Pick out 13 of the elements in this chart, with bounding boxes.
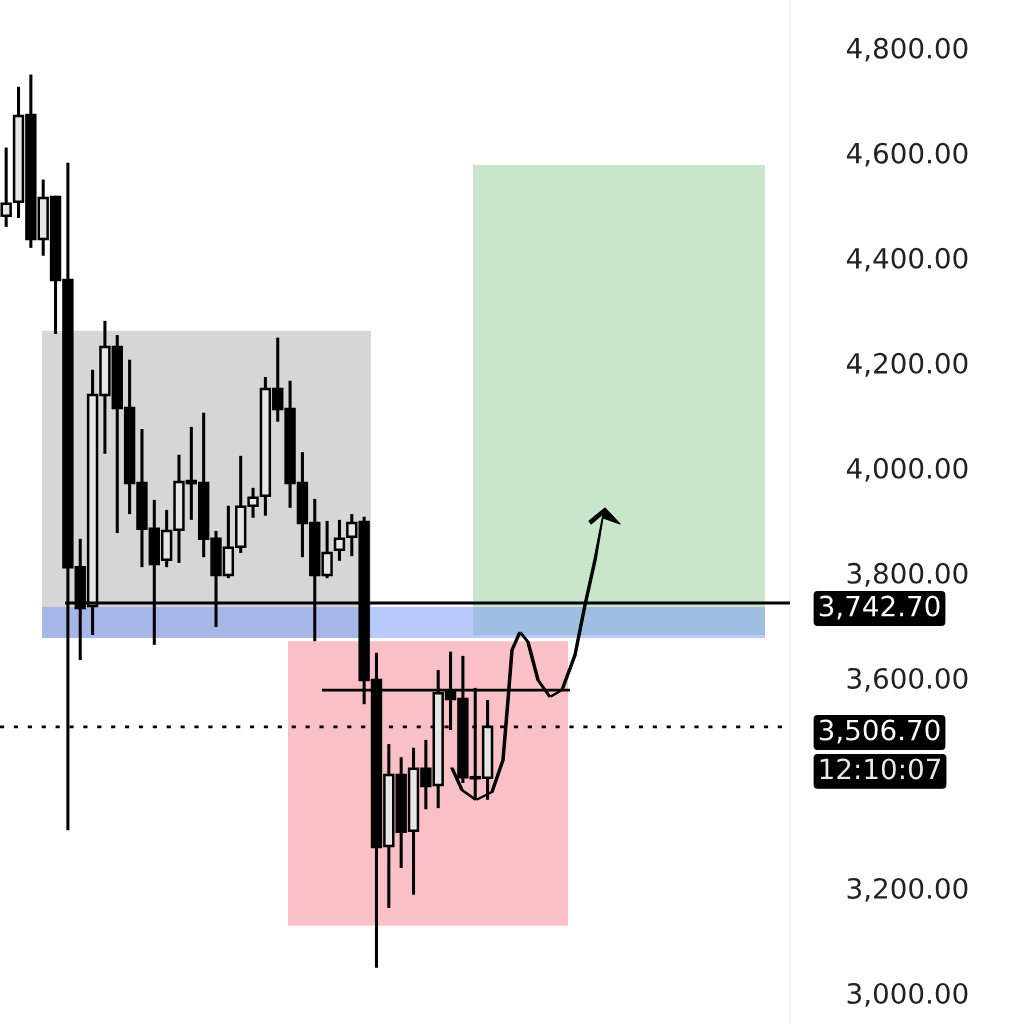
y-tick-label: 4,000.00 [846, 457, 968, 482]
candlestick [333, 518, 346, 561]
text: 12:10:07 [820, 758, 941, 780]
y-tick-label: 3,200.00 [847, 877, 968, 902]
ref-line-label: 3,742.70 [819, 595, 940, 620]
y-tick-label: 4,200.00 [846, 352, 968, 377]
y-tick-label: 4,600.00 [846, 142, 968, 167]
ref-line-label: 3,506.70 [819, 719, 940, 744]
y-tick-label: 4,800.00 [846, 37, 968, 62]
y-tick-label: 4,400.00 [846, 247, 968, 272]
y-tick-label: 3,800.00 [847, 562, 968, 587]
y-tick-label: 3,600.00 [847, 667, 968, 692]
y-tick-label: 3,000.00 [847, 982, 968, 1007]
